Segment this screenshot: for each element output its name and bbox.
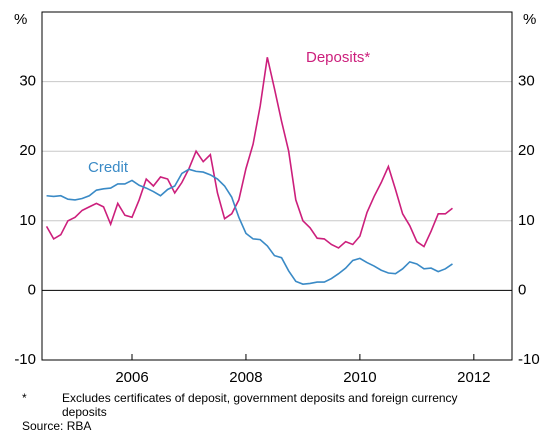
y2-tick-label: 0	[518, 281, 526, 298]
y2-tick-label: -10	[518, 351, 540, 368]
series-label: Credit	[88, 159, 129, 176]
y-tick-label: 20	[19, 142, 36, 159]
x-tick-label: 2006	[115, 369, 148, 386]
y-tick-label: 30	[19, 73, 36, 90]
x-tick-label: 2012	[457, 369, 490, 386]
y-unit-right: %	[523, 11, 536, 28]
y2-tick-label: 20	[518, 142, 535, 159]
plot-frame	[41, 11, 513, 361]
x-tick-label: 2008	[229, 369, 262, 386]
y2-tick-label: 30	[518, 73, 535, 90]
series-label: Deposits*	[306, 49, 370, 66]
y-tick-label: 0	[28, 281, 36, 298]
series-line	[45, 57, 453, 249]
y-tick-label: -10	[14, 351, 36, 368]
x-tick-label: 2010	[343, 369, 376, 386]
footnote-text: Excludes certificates of deposit, govern…	[62, 391, 458, 419]
source: Source: RBA	[22, 419, 92, 432]
footnote-marker: *	[22, 391, 27, 405]
series-line	[46, 168, 453, 285]
y2-tick-label: 10	[518, 212, 535, 229]
y-tick-label: 10	[19, 212, 36, 229]
y-unit-left: %	[14, 11, 27, 28]
chart: % % -10 -10 0 0 10 10 20 20 30 30 2006 2008 2010 2012…	[14, 11, 540, 386]
